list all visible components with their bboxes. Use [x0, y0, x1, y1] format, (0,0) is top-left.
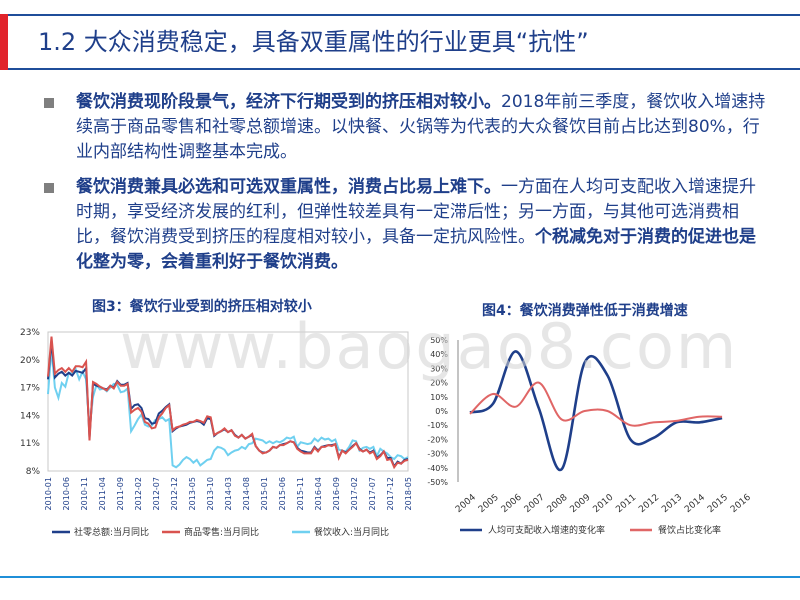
slide-title: 1.2 大众消费稳定，具备双重属性的行业更具“抗性”: [38, 28, 589, 56]
bullet-1-bold: 餐饮消费现阶段景气，经济下行期受到的挤压相对较小。: [76, 92, 501, 112]
x-tick-label: 2015-01: [260, 477, 269, 510]
x-tick-label: 2009: [569, 492, 593, 515]
figure-3-title: 图3：餐饮行业受到的挤压相对较小: [92, 299, 312, 315]
watermark: www.baogao8.com: [120, 310, 739, 383]
x-tick-label: 2016-04: [314, 477, 323, 510]
y-tick-label: -30%: [427, 450, 448, 459]
x-tick-label: 2005: [477, 493, 501, 515]
x-tick-label: 2010-11: [80, 477, 89, 510]
bullet-1: 餐饮消费现阶段景气，经济下行期受到的挤压相对较小。2018年前三季度，餐饮收入增…: [40, 90, 770, 165]
bullet-2-tail: 个税减免对于消费的促进也是化整为零，会着重利好于餐饮消费。: [76, 227, 756, 272]
x-tick-label: 2013-05: [188, 477, 197, 510]
x-tick-label: 2016: [729, 492, 753, 515]
bullet-square-icon: [44, 98, 54, 108]
bullet-2-text: 一方面在人均可支配收入增速提升时期，享受经济发展的红利，但弹性较差具有一定滞后性…: [76, 177, 756, 247]
x-tick-label: 2007: [523, 493, 547, 515]
x-tick-label: 2011-09: [116, 477, 125, 510]
x-tick-label: 2012-12: [170, 477, 179, 510]
y-tick-label: 40%: [430, 350, 448, 359]
x-tick-label: 2015-06: [278, 477, 287, 510]
x-tick-label: 2011: [614, 493, 638, 515]
x-tick-label: 2014-08: [242, 477, 251, 510]
x-tick-label: 2016-09: [332, 477, 341, 510]
x-tick-label: 2015-11: [296, 477, 305, 510]
series-line-2: [469, 381, 723, 427]
x-tick-label: 2012-02: [134, 477, 143, 510]
y-tick-label: 20%: [430, 379, 448, 388]
legend-label: 餐饮占比变化率: [658, 524, 721, 536]
plot-frame: [47, 331, 409, 472]
x-tick-label: 2010: [591, 492, 615, 515]
x-tick-label: 2008: [546, 492, 570, 515]
x-tick-label: 2017-02: [350, 477, 359, 510]
x-tick-label: 2012-07: [152, 477, 161, 510]
series-line-2: [47, 336, 409, 470]
y-tick-label: -50%: [427, 478, 448, 487]
chart-4: 50% 40% 30% 20% 10% 0% -10% -20% -30% -40% -50% 200…: [427, 336, 753, 536]
y-tick-label: 23%: [20, 328, 40, 338]
legend-label: 商品零售:当月同比: [184, 526, 259, 538]
x-tick-label: 2013-10: [206, 477, 215, 510]
legend-label: 餐饮收入:当月同比: [314, 526, 389, 538]
title-bottom-rule: [8, 68, 800, 70]
figure-4-title: 图4：餐饮消费弹性低于消费增速: [482, 303, 688, 319]
x-tick-label: 2010-01: [44, 477, 53, 510]
x-tick-label: 2013: [660, 493, 684, 515]
bullet-1-text: 2018年前三季度，餐饮收入增速持续高于商品零售和社零总额增速。以快餐、火锅等为…: [76, 92, 766, 162]
title-bar: 1.2 大众消费稳定，具备双重属性的行业更具“抗性”: [0, 14, 800, 70]
legend-label: 社零总额:当月同比: [74, 526, 149, 538]
y-tick-label: -40%: [427, 464, 448, 473]
bullet-square-icon: [44, 183, 54, 193]
x-tick-label: 2014-03: [224, 477, 233, 510]
x-tick-label: 2012: [637, 493, 661, 515]
x-tick-label: 2011-04: [98, 477, 107, 510]
footer-rule: [0, 576, 800, 578]
x-tick-label: 2004: [454, 492, 478, 515]
series-line-1: [469, 350, 723, 472]
y-tick-label: 17%: [20, 384, 40, 394]
legend-label: 人均可支配收入增速的变化率: [488, 524, 605, 536]
y-tick-label: 14%: [20, 411, 40, 421]
title-top-rule: [8, 14, 800, 16]
bullet-2-bold: 餐饮消费兼具必选和可选双重属性，消费占比易上难下。: [76, 177, 501, 197]
title-accent-bar: [0, 14, 8, 70]
y-tick-label: 20%: [20, 356, 40, 366]
y-tick-label: 0%: [435, 407, 448, 416]
bullet-list: 餐饮消费现阶段景气，经济下行期受到的挤压相对较小。2018年前三季度，餐饮收入增…: [40, 90, 770, 285]
y-tick-label: -20%: [427, 435, 448, 444]
y-tick-label: 50%: [430, 336, 448, 345]
y-tick-label: -10%: [427, 421, 448, 430]
x-tick-label: 2014: [683, 492, 707, 515]
y-tick-label: 11%: [20, 439, 40, 449]
y-tick-label: 10%: [430, 393, 448, 402]
y-tick-label: 8%: [26, 467, 41, 477]
x-tick-label: 2006: [500, 492, 524, 515]
x-tick-label: 2017-07: [368, 477, 377, 510]
y-tick-label: 30%: [430, 364, 448, 373]
x-tick-label: 2015: [706, 493, 730, 515]
x-tick-label: 2017-12: [386, 477, 395, 510]
chart-3: 23% 20% 17% 14% 11% 8%2010-01 2010-06 2010-11 20…: [20, 328, 413, 538]
bullet-2: 餐饮消费兼具必选和可选双重属性，消费占比易上难下。一方面在人均可支配收入增速提升…: [40, 175, 770, 275]
x-tick-label: 2018-05: [404, 477, 413, 510]
x-tick-label: 2010-06: [62, 477, 71, 510]
